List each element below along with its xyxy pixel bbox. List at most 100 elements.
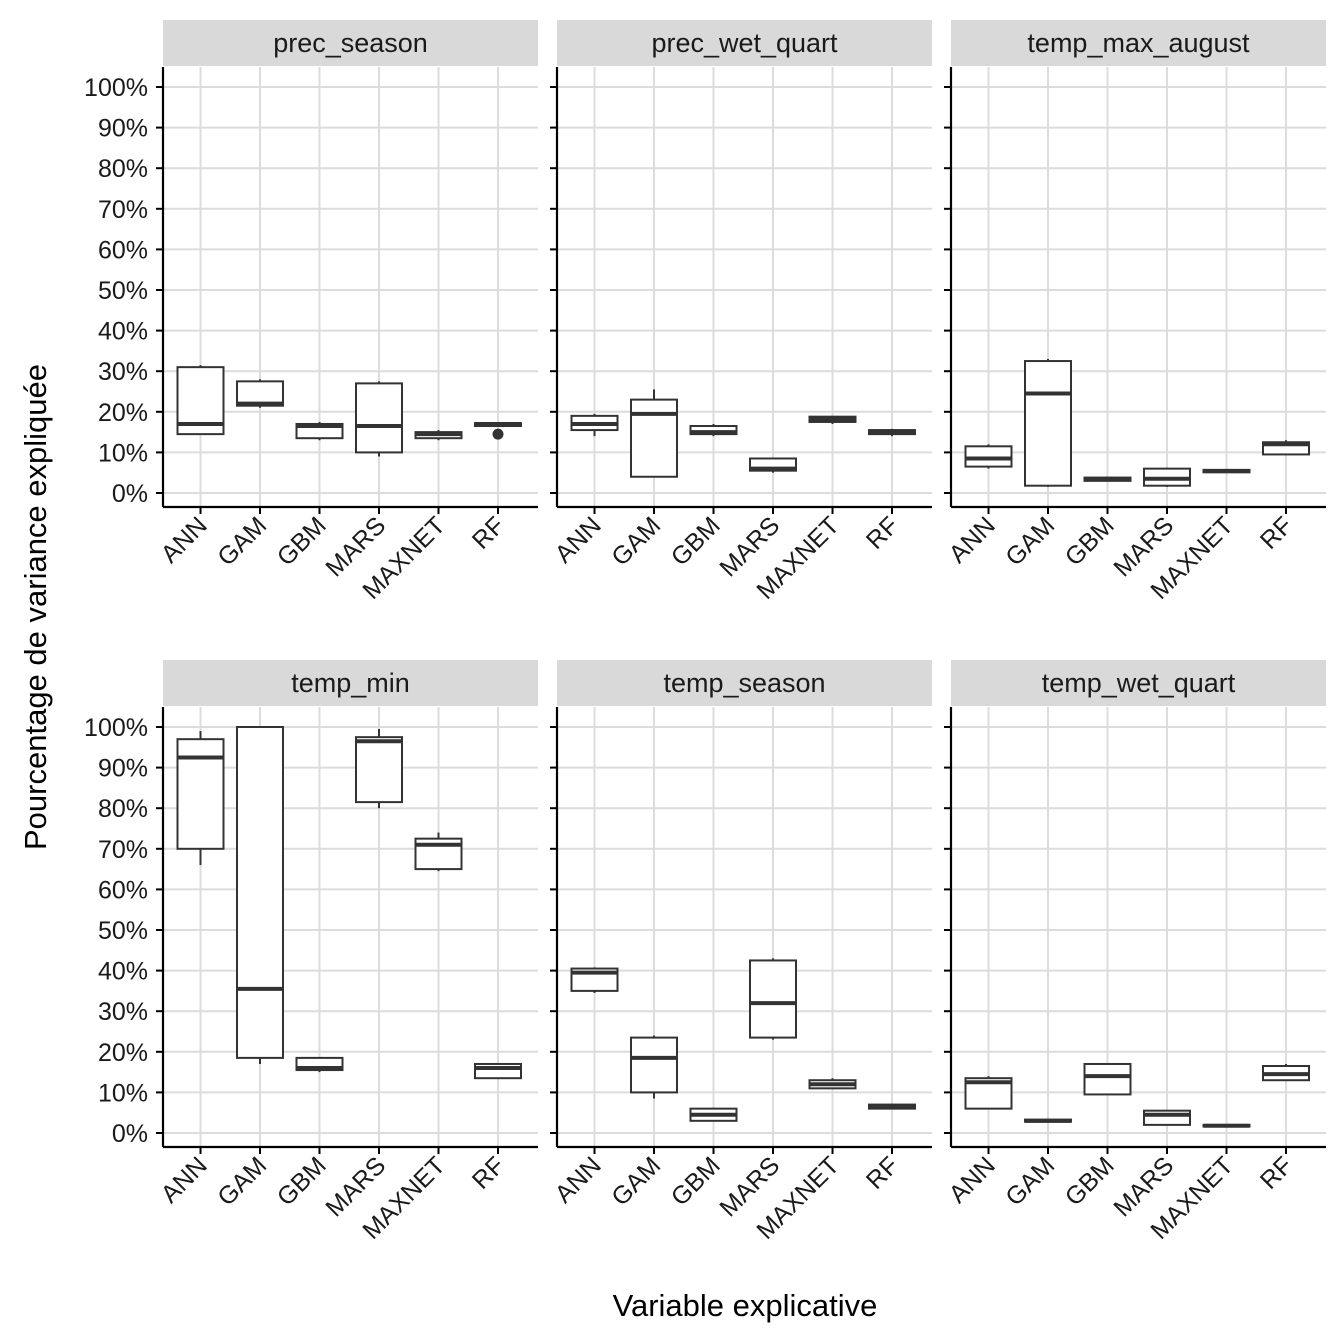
x-tick-label: ANN xyxy=(944,511,1001,568)
box-iqr xyxy=(749,959,797,1039)
box-ANN xyxy=(570,967,619,993)
box-RF xyxy=(1262,440,1310,456)
box-MARS xyxy=(749,958,797,1040)
box-ANN xyxy=(964,1076,1013,1110)
box-GBM xyxy=(295,1056,344,1073)
x-tick-label: GAM xyxy=(606,511,666,571)
box-ANN xyxy=(176,365,225,436)
y-tick-label: 70% xyxy=(98,836,148,864)
box-GAM xyxy=(630,1035,678,1099)
x-tick-label: GAM xyxy=(606,1151,666,1211)
x-tick-label: ANN xyxy=(156,511,213,568)
x-tick-label: RF xyxy=(1255,511,1298,554)
y-tick-label: 80% xyxy=(98,155,148,183)
y-tick-label: 50% xyxy=(98,917,148,945)
box-GAM xyxy=(630,389,678,478)
box-ANN xyxy=(964,444,1013,469)
box-iqr xyxy=(236,380,284,407)
box-MAXNET xyxy=(414,430,463,441)
y-tick-label: 10% xyxy=(98,1079,148,1107)
facet-strip-label: prec_season xyxy=(273,28,428,58)
box-iqr xyxy=(964,445,1013,468)
box-RF xyxy=(868,428,916,437)
box-GAM xyxy=(1024,359,1072,487)
y-tick-label: 30% xyxy=(98,358,148,386)
box-MAXNET xyxy=(1202,468,1251,474)
y-tick-label: 0% xyxy=(112,1120,148,1148)
y-tick-label: 70% xyxy=(98,196,148,224)
facet-strip xyxy=(163,20,538,66)
x-tick-label: ANN xyxy=(944,1151,1001,1208)
y-tick-label: 80% xyxy=(98,795,148,823)
box-GAM xyxy=(236,726,284,1064)
facet-strip-label: temp_season xyxy=(663,668,825,698)
facet-strip-label: temp_max_august xyxy=(1027,28,1250,58)
y-tick-label: 90% xyxy=(98,115,148,143)
facet-strip xyxy=(557,660,932,706)
facet-panel-prec_season: prec_season 0% 10% 20% 30% 40% 50% 60% 70% 80% 90%… xyxy=(84,20,538,605)
box-iqr xyxy=(630,1036,678,1094)
box-MAXNET xyxy=(808,415,857,424)
box-RF xyxy=(474,1062,522,1080)
y-tick-label: 60% xyxy=(98,236,148,264)
y-tick-label: 20% xyxy=(98,1039,148,1067)
x-tick-label: ANN xyxy=(156,1151,213,1208)
box-ANN xyxy=(176,731,225,866)
box-iqr xyxy=(630,398,678,478)
facet-strip-label: temp_min xyxy=(291,668,410,698)
box-MAXNET xyxy=(1202,1123,1251,1128)
box-GAM xyxy=(236,379,284,408)
y-tick-label: 100% xyxy=(84,74,148,102)
box-RF xyxy=(474,421,522,440)
box-RF xyxy=(868,1103,916,1110)
box-iqr xyxy=(1083,1062,1132,1096)
outlier-point xyxy=(492,428,504,440)
box-MARS xyxy=(355,729,403,809)
box-GBM xyxy=(1083,1062,1132,1096)
y-tick-label: 10% xyxy=(98,439,148,467)
box-MARS xyxy=(355,381,403,457)
facet-strip xyxy=(951,660,1326,706)
x-tick-label: GAM xyxy=(1000,1151,1060,1211)
box-iqr xyxy=(236,726,284,1059)
y-tick-label: 20% xyxy=(98,399,148,427)
y-tick-label: 40% xyxy=(98,318,148,346)
facet-panel-temp_min: temp_min 0% 10% 20% 30% 40% 50% 60% 70% 80% 90% 100… xyxy=(84,660,538,1245)
x-tick-label: RF xyxy=(1255,1151,1298,1194)
box-MARS xyxy=(1143,1109,1191,1126)
x-tick-label: ANN xyxy=(550,1151,607,1208)
box-GBM xyxy=(295,421,344,441)
box-GAM xyxy=(1024,1118,1072,1123)
x-tick-label: GAM xyxy=(1000,511,1060,571)
box-MAXNET xyxy=(808,1078,857,1090)
y-tick-label: 60% xyxy=(98,876,148,904)
x-tick-label: ANN xyxy=(550,511,607,568)
box-GBM xyxy=(689,423,738,437)
y-tick-label: 90% xyxy=(98,755,148,783)
facet-strip xyxy=(163,660,538,706)
facet-strip-label: temp_wet_quart xyxy=(1042,668,1236,698)
box-iqr xyxy=(355,382,403,454)
box-MARS xyxy=(749,457,797,473)
facet-strip xyxy=(951,20,1326,66)
box-iqr xyxy=(355,736,403,804)
facet-strip-label: prec_wet_quart xyxy=(651,28,838,58)
y-tick-label: 0% xyxy=(112,480,148,508)
x-tick-label: RF xyxy=(861,1151,904,1194)
box-RF xyxy=(1262,1063,1310,1082)
facet-panels: prec_season 0% 10% 20% 30% 40% 50% 60% 70% 80% 90%… xyxy=(84,20,1326,1245)
x-tick-label: RF xyxy=(467,511,510,554)
box-iqr xyxy=(689,425,738,436)
x-tick-label: RF xyxy=(861,511,904,554)
x-tick-label: GAM xyxy=(212,511,272,571)
x-tick-label: GAM xyxy=(212,1151,272,1211)
box-GBM xyxy=(1083,476,1132,482)
y-tick-label: 100% xyxy=(84,714,148,742)
box-ANN xyxy=(570,413,619,437)
box-GBM xyxy=(689,1107,738,1122)
